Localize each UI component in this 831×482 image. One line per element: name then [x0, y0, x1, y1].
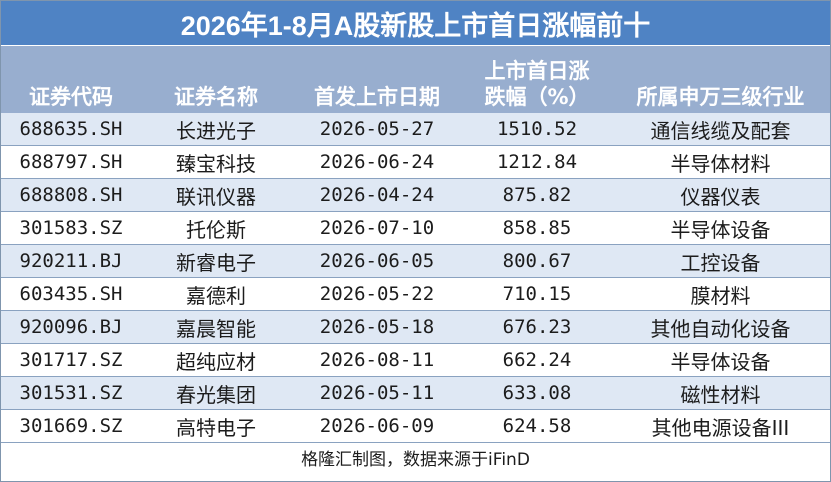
cell-date: 2026-05-11 [291, 376, 463, 410]
table-row: 688797.SH 臻宝科技 2026-06-24 1212.84 半导体材料 [1, 145, 830, 179]
table-row: 688808.SH 联讯仪器 2026-04-24 875.82 仪器仪表 [1, 178, 830, 212]
table-row: 920211.BJ 新睿电子 2026-06-05 800.67 工控设备 [1, 244, 830, 278]
cell-date: 2026-06-05 [291, 244, 463, 278]
cell-name: 高特电子 [141, 409, 291, 443]
cell-change: 633.08 [463, 376, 611, 410]
cell-code: 301717.SZ [1, 343, 141, 377]
ipo-table: 证券代码 证券名称 首发上市日期 上市首日涨 跌幅（%） 所属申万三级行业 68… [1, 46, 830, 443]
table-row: 920096.BJ 嘉晨智能 2026-05-18 676.23 其他自动化设备 [1, 310, 830, 344]
table-row: 603435.SH 嘉德利 2026-05-22 710.15 膜材料 [1, 277, 830, 311]
header-code: 证券代码 [29, 85, 113, 109]
cell-change: 676.23 [463, 310, 611, 344]
cell-code: 301531.SZ [1, 376, 141, 410]
cell-industry: 工控设备 [611, 244, 830, 278]
cell-change: 710.15 [463, 277, 611, 311]
cell-date: 2026-04-24 [291, 178, 463, 212]
cell-industry: 膜材料 [611, 277, 830, 311]
cell-name: 长进光子 [141, 113, 291, 146]
source-note: 格隆汇制图，数据来源于iFinD [1, 443, 830, 471]
cell-change: 624.58 [463, 409, 611, 443]
cell-code: 603435.SH [1, 277, 141, 311]
cell-industry: 其他自动化设备 [611, 310, 830, 344]
cell-name: 联讯仪器 [141, 178, 291, 212]
cell-date: 2026-06-24 [291, 145, 463, 179]
cell-name: 新睿电子 [141, 244, 291, 278]
cell-change: 875.82 [463, 178, 611, 212]
cell-date: 2026-08-11 [291, 343, 463, 377]
header-industry: 所属申万三级行业 [636, 85, 805, 109]
cell-code: 688797.SH [1, 145, 141, 179]
header-name: 证券名称 [174, 85, 258, 109]
cell-change: 1510.52 [463, 113, 611, 146]
cell-code: 920096.BJ [1, 310, 141, 344]
cell-name: 超纯应材 [141, 343, 291, 377]
cell-code: 920211.BJ [1, 244, 141, 278]
header-date: 首发上市日期 [314, 85, 440, 109]
cell-industry: 半导体设备 [611, 211, 830, 245]
table-row: 301669.SZ 高特电子 2026-06-09 624.58 其他电源设备III [1, 409, 830, 443]
cell-industry: 磁性材料 [611, 376, 830, 410]
table-title: 2026年1-8月A股新股上市首日涨幅前十 [1, 1, 830, 46]
cell-name: 嘉晨智能 [141, 310, 291, 344]
header-row: 证券代码 证券名称 首发上市日期 上市首日涨 跌幅（%） 所属申万三级行业 [1, 46, 830, 113]
cell-industry: 半导体设备 [611, 343, 830, 377]
cell-date: 2026-05-18 [291, 310, 463, 344]
cell-industry: 通信线缆及配套 [611, 113, 830, 146]
cell-date: 2026-06-09 [291, 409, 463, 443]
table-row: 688635.SH 长进光子 2026-05-27 1510.52 通信线缆及配套 [1, 113, 830, 146]
header-change: 上市首日涨 跌幅（%） [484, 59, 590, 109]
cell-name: 托伦斯 [141, 211, 291, 245]
cell-change: 1212.84 [463, 145, 611, 179]
cell-code: 301583.SZ [1, 211, 141, 245]
cell-industry: 其他电源设备III [611, 409, 830, 443]
cell-code: 688635.SH [1, 113, 141, 146]
cell-industry: 仪器仪表 [611, 178, 830, 212]
cell-date: 2026-07-10 [291, 211, 463, 245]
table-row: 301717.SZ 超纯应材 2026-08-11 662.24 半导体设备 [1, 343, 830, 377]
cell-code: 301669.SZ [1, 409, 141, 443]
cell-date: 2026-05-27 [291, 113, 463, 146]
cell-name: 春光集团 [141, 376, 291, 410]
cell-date: 2026-05-22 [291, 277, 463, 311]
cell-change: 662.24 [463, 343, 611, 377]
cell-change: 858.85 [463, 211, 611, 245]
table-row: 301531.SZ 春光集团 2026-05-11 633.08 磁性材料 [1, 376, 830, 410]
cell-code: 688808.SH [1, 178, 141, 212]
cell-change: 800.67 [463, 244, 611, 278]
cell-industry: 半导体材料 [611, 145, 830, 179]
table-row: 301583.SZ 托伦斯 2026-07-10 858.85 半导体设备 [1, 211, 830, 245]
cell-name: 嘉德利 [141, 277, 291, 311]
cell-name: 臻宝科技 [141, 145, 291, 179]
